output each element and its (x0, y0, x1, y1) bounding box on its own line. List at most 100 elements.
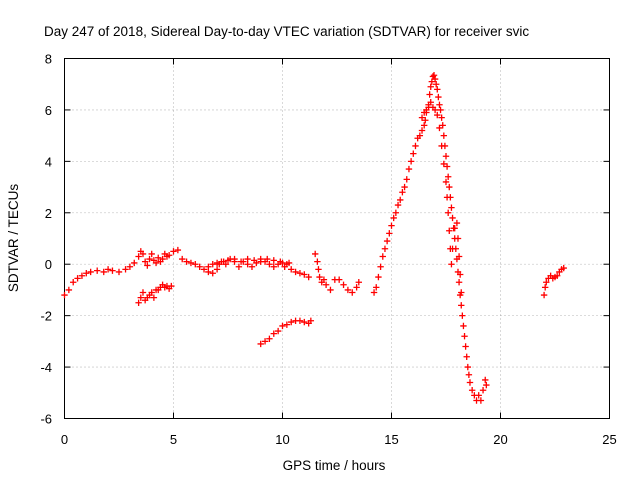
data-point (381, 245, 389, 252)
data-point (148, 289, 155, 296)
data-point (261, 338, 269, 345)
data-point (390, 214, 397, 222)
data-point (205, 263, 212, 270)
data-point (477, 397, 485, 404)
data-point (386, 230, 393, 237)
data-point (440, 160, 448, 168)
data-point (220, 258, 227, 265)
data-point (388, 222, 395, 229)
data-point (453, 219, 461, 227)
data-point (305, 273, 312, 281)
data-point (144, 262, 151, 269)
data-point (421, 122, 428, 129)
data-point (94, 267, 101, 274)
data-point (405, 165, 413, 173)
data-point (416, 132, 424, 139)
data-point (288, 318, 295, 326)
data-point (540, 291, 548, 299)
data-point (70, 279, 77, 286)
data-point (155, 254, 162, 261)
data-point (401, 183, 408, 191)
data-point (444, 209, 452, 216)
data-point (448, 204, 455, 211)
data-point (270, 330, 277, 337)
data-point (463, 353, 470, 360)
series-trace-5b (418, 99, 465, 296)
data-point (137, 294, 144, 301)
y-axis-label: SDTVAR / TECUs (6, 184, 21, 293)
data-point (200, 266, 208, 273)
data-point (187, 259, 195, 267)
data-point (379, 253, 386, 260)
x-tick-label: 15 (384, 432, 398, 447)
data-point (466, 379, 474, 386)
data-point (65, 286, 73, 294)
data-point (439, 122, 446, 129)
data-point (122, 266, 129, 273)
data-point (446, 183, 453, 191)
data-point (418, 127, 426, 134)
x-tick-label: 10 (275, 432, 289, 447)
data-point (74, 275, 81, 282)
data-point (307, 317, 315, 324)
data-point (320, 276, 328, 283)
data-point (126, 263, 134, 270)
data-point (100, 268, 107, 276)
data-point (301, 318, 308, 326)
data-point (431, 75, 439, 83)
data-point (428, 78, 436, 85)
data-point (449, 245, 456, 252)
data-point (407, 158, 415, 165)
data-point (444, 173, 452, 180)
data-point (344, 286, 352, 294)
series-trace-3 (257, 317, 315, 348)
data-point (455, 279, 463, 286)
data-point (209, 261, 216, 268)
series-trace-1b (205, 255, 293, 270)
data-point (301, 271, 308, 278)
data-point (482, 376, 489, 384)
data-point (436, 124, 443, 132)
data-point (231, 255, 238, 263)
data-point (139, 250, 147, 258)
data-point (399, 189, 406, 196)
x-axis-label: GPS time / hours (283, 458, 386, 473)
data-point (288, 266, 295, 273)
data-points (61, 72, 567, 404)
data-point (458, 302, 465, 309)
data-point (292, 268, 299, 276)
data-point (451, 225, 458, 232)
data-point (434, 86, 441, 93)
data-point (437, 106, 444, 114)
data-point (335, 276, 343, 283)
data-point (460, 322, 467, 330)
data-point (446, 227, 453, 234)
data-point (279, 322, 286, 330)
data-point (553, 272, 561, 279)
data-point (458, 289, 465, 296)
data-point (432, 81, 440, 88)
series-trace-2 (135, 281, 175, 306)
data-point (436, 101, 443, 108)
data-point (196, 263, 203, 270)
plot-frame (64, 58, 610, 419)
data-point (274, 327, 282, 335)
data-point (322, 281, 330, 288)
data-point (115, 268, 123, 276)
data-point (422, 117, 429, 124)
data-point (456, 271, 464, 278)
data-point (340, 281, 347, 288)
data-point (438, 114, 445, 121)
data-point (250, 257, 258, 264)
data-point (146, 255, 153, 263)
y-tick-label: 6 (45, 103, 52, 118)
data-point (431, 106, 439, 114)
data-point (410, 150, 417, 157)
data-point (61, 291, 68, 299)
data-point (541, 284, 549, 291)
data-point (455, 253, 463, 260)
y-tick-label: 0 (45, 257, 52, 272)
data-point (434, 111, 441, 119)
data-point (397, 196, 404, 204)
data-point (465, 371, 473, 378)
